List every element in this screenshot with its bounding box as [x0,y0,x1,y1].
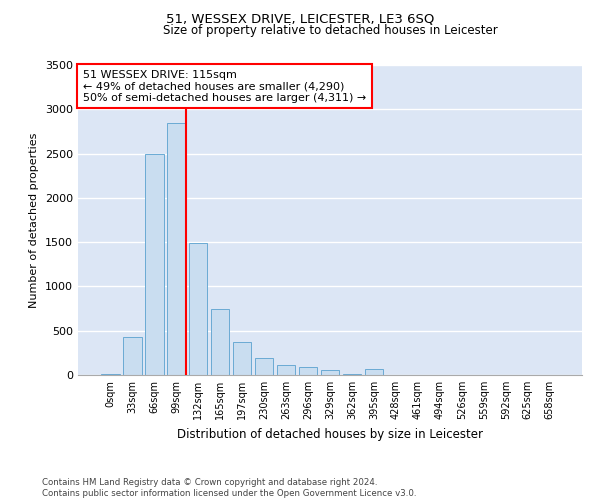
Bar [343,374,361,375]
Text: Contains HM Land Registry data © Crown copyright and database right 2024.
Contai: Contains HM Land Registry data © Crown c… [42,478,416,498]
Bar [167,122,185,375]
Bar [101,374,119,375]
Text: 51 WESSEX DRIVE: 115sqm
← 49% of detached houses are smaller (4,290)
50% of semi: 51 WESSEX DRIVE: 115sqm ← 49% of detache… [83,70,366,103]
Bar [123,337,142,375]
Bar [277,365,295,375]
X-axis label: Distribution of detached houses by size in Leicester: Distribution of detached houses by size … [177,428,483,440]
Bar [255,358,274,375]
Bar [320,370,340,375]
Bar [299,367,317,375]
Bar [189,243,208,375]
Bar [365,369,383,375]
Text: 51, WESSEX DRIVE, LEICESTER, LE3 6SQ: 51, WESSEX DRIVE, LEICESTER, LE3 6SQ [166,12,434,26]
Bar [233,342,251,375]
Bar [145,154,164,375]
Y-axis label: Number of detached properties: Number of detached properties [29,132,40,308]
Bar [211,310,229,375]
Title: Size of property relative to detached houses in Leicester: Size of property relative to detached ho… [163,24,497,38]
